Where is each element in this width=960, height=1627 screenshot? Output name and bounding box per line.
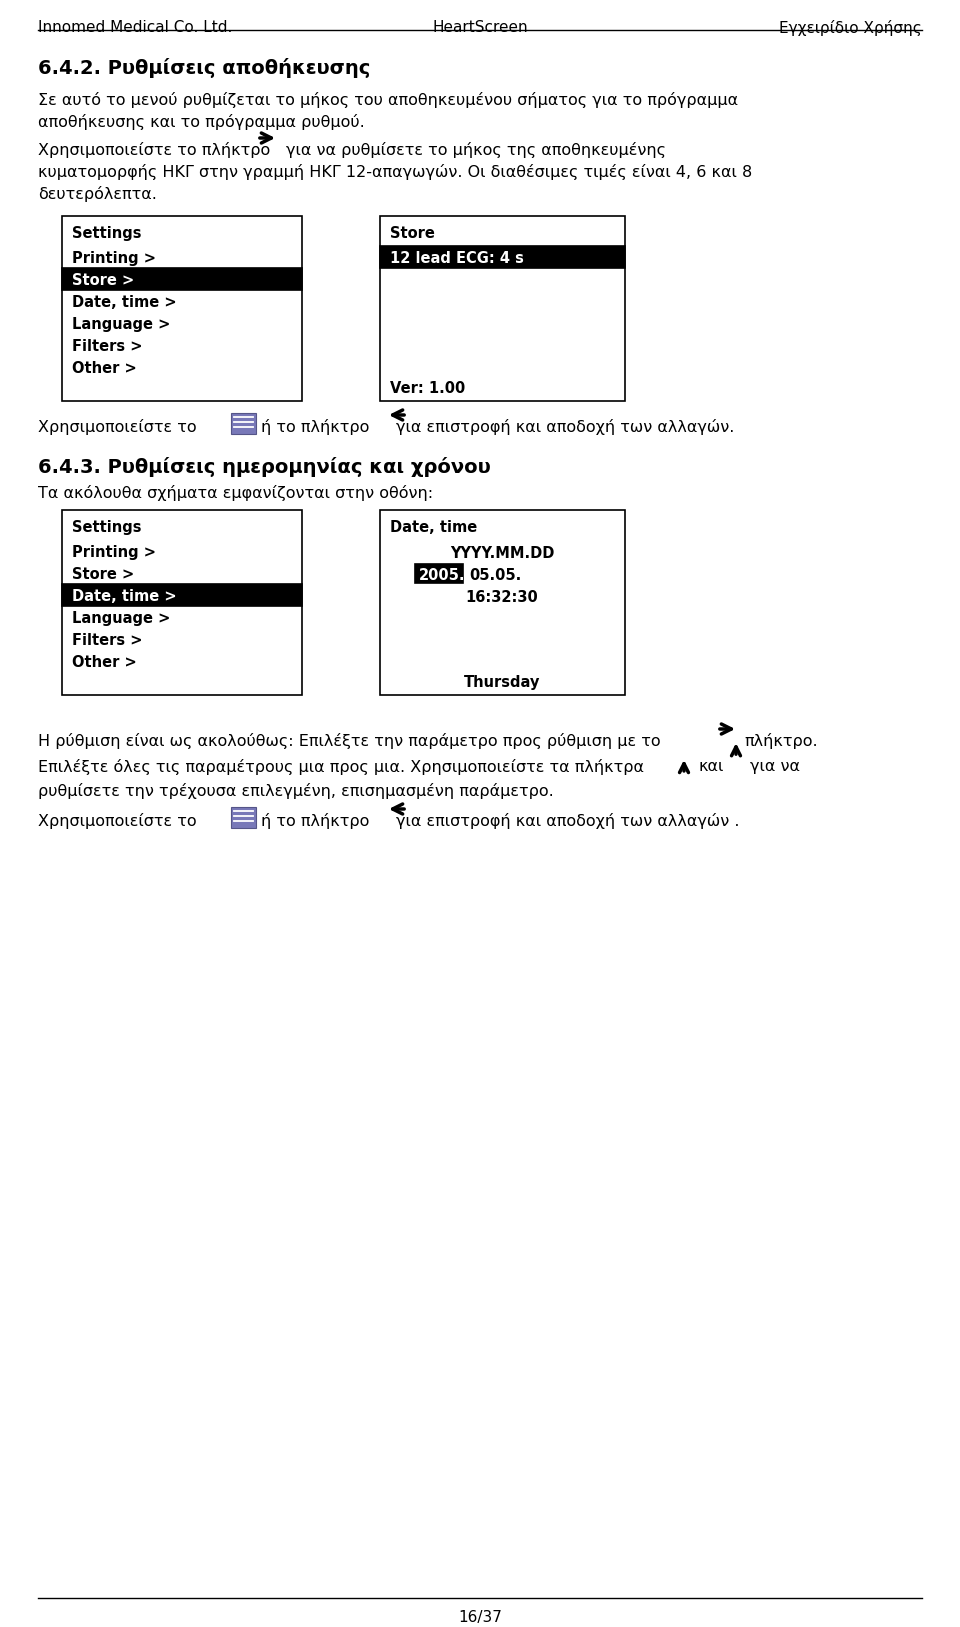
Text: 2005.: 2005.: [419, 568, 466, 582]
Text: Date, time: Date, time: [390, 521, 477, 535]
Bar: [62, 509, 302, 695]
Text: για επιστροφή και αποδοχή των αλλαγών.: για επιστροφή και αποδοχή των αλλαγών.: [396, 420, 734, 434]
Text: HeartScreen: HeartScreen: [432, 20, 528, 36]
Text: Date, time >: Date, time >: [72, 589, 177, 604]
Text: Store: Store: [390, 226, 435, 241]
Text: Other >: Other >: [72, 361, 136, 376]
Text: Filters >: Filters >: [72, 633, 142, 648]
Text: 05.05.: 05.05.: [469, 568, 521, 582]
Text: Χρησιμοποιείστε το πλήκτρο: Χρησιμοποιείστε το πλήκτρο: [38, 142, 271, 158]
Text: Store >: Store >: [72, 273, 134, 288]
Text: Χρησιμοποιείστε το: Χρησιμοποιείστε το: [38, 814, 197, 830]
Text: Innomed Medical Co. Ltd.: Innomed Medical Co. Ltd.: [38, 20, 232, 36]
Text: για επιστροφή και αποδοχή των αλλαγών .: για επιστροφή και αποδοχή των αλλαγών .: [396, 814, 739, 830]
Bar: [231, 807, 256, 828]
Text: κυματομορφής ΗΚΓ στην γραμμή ΗΚΓ 12-απαγωγών. Οι διαθέσιμες τιμές είναι 4, 6 και: κυματομορφής ΗΚΓ στην γραμμή ΗΚΓ 12-απαγ…: [38, 164, 753, 181]
Text: Printing >: Printing >: [72, 251, 156, 265]
Bar: [62, 216, 302, 400]
Bar: [380, 216, 625, 400]
Text: Η ρύθμιση είναι ως ακολούθως: Επιλέξτε την παράμετρο προς ρύθμιση με το: Η ρύθμιση είναι ως ακολούθως: Επιλέξτε τ…: [38, 734, 660, 748]
Text: 16/37: 16/37: [458, 1611, 502, 1625]
Text: ή το πλήκτρο: ή το πλήκτρο: [261, 420, 370, 434]
Text: Εγχειρίδιο Χρήσης: Εγχειρίδιο Χρήσης: [780, 20, 922, 36]
Bar: [231, 413, 256, 434]
Bar: [380, 246, 625, 268]
Text: Ver: 1.00: Ver: 1.00: [390, 381, 466, 395]
Text: Other >: Other >: [72, 656, 136, 670]
Bar: [62, 268, 302, 290]
Text: Printing >: Printing >: [72, 545, 156, 560]
Text: αποθήκευσης και το πρόγραμμα ρυθμού.: αποθήκευσης και το πρόγραμμα ρυθμού.: [38, 114, 365, 130]
Text: 16:32:30: 16:32:30: [466, 591, 539, 605]
Text: ή το πλήκτρο: ή το πλήκτρο: [261, 814, 370, 830]
Text: Χρησιμοποιείστε το: Χρησιμοποιείστε το: [38, 420, 197, 434]
Text: Language >: Language >: [72, 317, 170, 332]
Text: Settings: Settings: [72, 226, 141, 241]
Bar: [380, 509, 625, 695]
Text: 12 lead ECG: 4 s: 12 lead ECG: 4 s: [390, 251, 524, 265]
Text: ρυθμίσετε την τρέχουσα επιλεγμένη, επισημασμένη παράμετρο.: ρυθμίσετε την τρέχουσα επιλεγμένη, επιση…: [38, 783, 554, 799]
Text: Τα ακόλουθα σχήματα εμφανίζονται στην οθόνη:: Τα ακόλουθα σχήματα εμφανίζονται στην οθ…: [38, 485, 433, 501]
Text: Επιλέξτε όλες τις παραμέτρους μια προς μια. Χρησιμοποιείστε τα πλήκτρα: Επιλέξτε όλες τις παραμέτρους μια προς μ…: [38, 760, 644, 774]
Text: Thursday: Thursday: [464, 675, 540, 690]
Text: Date, time >: Date, time >: [72, 294, 177, 311]
Text: Settings: Settings: [72, 521, 141, 535]
Bar: [62, 584, 302, 605]
Text: για να ρυθμίσετε το μήκος της αποθηκευμένης: για να ρυθμίσετε το μήκος της αποθηκευμέ…: [286, 142, 666, 158]
Bar: [415, 565, 463, 582]
Text: και: και: [698, 760, 724, 774]
Text: Language >: Language >: [72, 612, 170, 626]
Text: YYYY.MM.DD: YYYY.MM.DD: [450, 547, 554, 561]
Text: Σε αυτό το μενού ρυθμίζεται το μήκος του αποθηκευμένου σήματος για το πρόγραμμα: Σε αυτό το μενού ρυθμίζεται το μήκος του…: [38, 93, 738, 107]
Text: για να: για να: [750, 760, 800, 774]
Text: πλήκτρο.: πλήκτρο.: [744, 734, 818, 748]
Text: δευτερόλεπτα.: δευτερόλεπτα.: [38, 185, 156, 202]
Text: 6.4.3. Ρυθμίσεις ημερομηνίας και χρόνου: 6.4.3. Ρυθμίσεις ημερομηνίας και χρόνου: [38, 457, 491, 477]
Text: Filters >: Filters >: [72, 338, 142, 355]
Text: 6.4.2. Ρυθμίσεις αποθήκευσης: 6.4.2. Ρυθμίσεις αποθήκευσης: [38, 59, 371, 78]
Text: Store >: Store >: [72, 566, 134, 582]
